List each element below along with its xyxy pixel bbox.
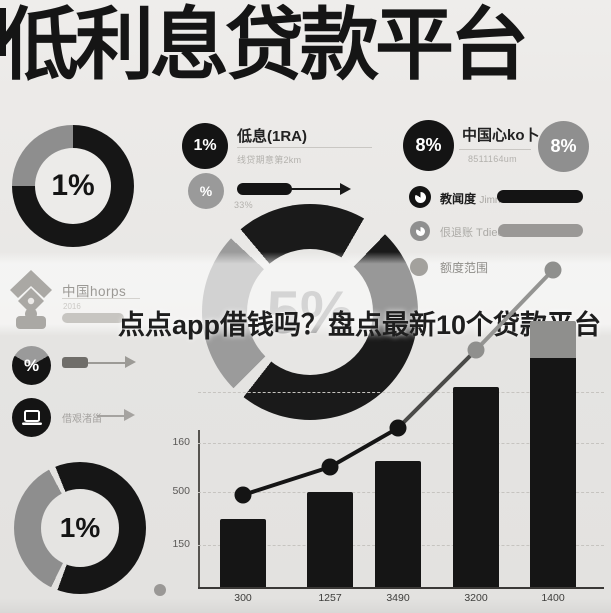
laptop-icon (21, 409, 42, 425)
arrow-right-icon (124, 409, 135, 421)
data-point-dot (321, 458, 339, 476)
arrow-shaft (290, 188, 340, 190)
pie-icon (414, 191, 426, 203)
arrow-right-icon (125, 356, 136, 368)
gridline (198, 443, 604, 444)
range-row-label: 额度范围 (440, 261, 489, 275)
arrow-shaft (88, 362, 126, 364)
device-circle-badge (12, 398, 51, 437)
percent-badge: % (188, 173, 224, 209)
quota-row-label: 佷退账 Tdied (440, 227, 504, 239)
range-bullet (410, 258, 428, 276)
chart-y-axis (198, 430, 200, 588)
y-tick-label: 500 (172, 485, 190, 497)
arrow-shaft (97, 415, 125, 417)
axis-origin-dot-icon (154, 584, 166, 596)
arrow-right-icon (340, 183, 351, 195)
data-point-dot (389, 419, 407, 437)
donut-bottom-left-value: 1% (41, 489, 119, 567)
chart-bar (307, 492, 353, 587)
quota-bullet (410, 221, 430, 241)
divider (62, 298, 140, 299)
page-title: 低利息贷款平台 (0, 0, 529, 89)
china-card-subtitle: 8511164um (468, 154, 517, 164)
y-tick-label: 150 (172, 538, 190, 550)
horps-card-subtitle: 2016 (63, 302, 81, 311)
progress-pill (237, 183, 292, 195)
low-interest-footnote: 33% (234, 200, 253, 210)
x-tick-label: 3200 (464, 592, 488, 604)
donut-chart-bottom-left: 1% (14, 462, 146, 594)
x-tick-label: 1400 (541, 592, 565, 604)
low-interest-title: 低息(1RA) (237, 128, 307, 145)
duration-label-text: 教闻度 (440, 192, 477, 206)
divider (459, 149, 531, 150)
duration-label-sub: Jimn (479, 195, 501, 206)
duration-row-label: 教闻度 Jimn (440, 190, 500, 207)
trend-line-segment (242, 465, 331, 497)
low-interest-subtitle: 线贷期意第2km (237, 155, 302, 165)
chart-x-axis (198, 587, 604, 589)
divider (237, 147, 372, 148)
horps-progress-bar (62, 313, 124, 323)
overlay-headline: 点点app借钱吗？盘点最新10个贷款平台 (118, 310, 602, 340)
low-interest-badge: 1% (182, 123, 228, 169)
duration-bullet (409, 186, 431, 208)
china-card-title: 中国心ko卜 (462, 127, 540, 144)
headline-edge-mark (0, 8, 6, 56)
chart-bar (375, 461, 421, 587)
pie-icon (415, 226, 425, 236)
x-tick-label: 3490 (386, 592, 410, 604)
data-point-dot (467, 341, 485, 359)
china-badge-dark: 8% (403, 120, 454, 171)
x-tick-label: 1257 (318, 592, 342, 604)
data-point-dot (234, 486, 252, 504)
device-row-label: 借艰渚甾 (62, 414, 102, 425)
chart-bar (453, 387, 499, 587)
quota-bar (498, 224, 583, 237)
donut-top-left-value: 1% (35, 148, 111, 224)
duration-bar (497, 190, 583, 203)
house-icon (10, 270, 52, 335)
percent-circle-badge: % (12, 346, 51, 385)
china-badge-gray: 8% (538, 121, 589, 172)
x-tick-label: 300 (234, 592, 252, 604)
percent-row-pill (62, 357, 88, 368)
y-tick-label: 160 (172, 436, 190, 448)
horps-card-title: 中国horps (62, 284, 127, 299)
chart-bar (220, 519, 266, 587)
chart-bar (530, 321, 576, 587)
donut-chart-top-left: 1% (12, 125, 134, 247)
